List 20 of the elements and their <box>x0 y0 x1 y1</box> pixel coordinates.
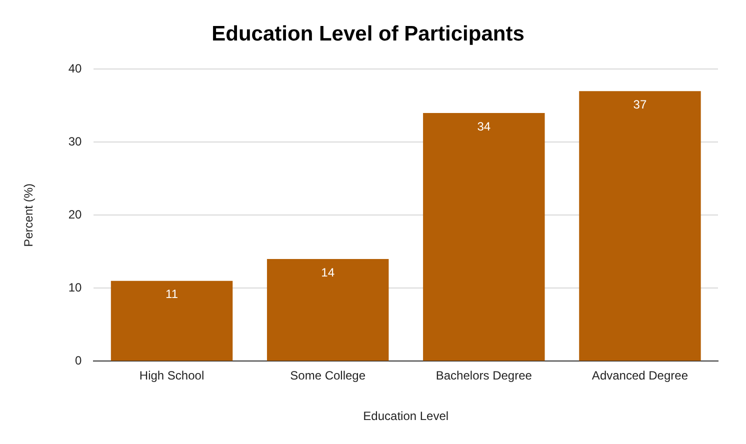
data-label: 14 <box>321 265 335 280</box>
bar <box>266 259 389 361</box>
y-tick-label: 20 <box>68 208 82 222</box>
chart-title: Education Level of Participants <box>212 22 524 46</box>
bar <box>423 113 545 361</box>
x-tick-label: Advanced Degree <box>592 368 688 383</box>
x-tick-label: High School <box>139 368 204 383</box>
data-label: 37 <box>633 97 647 112</box>
data-label: 34 <box>477 119 491 134</box>
y-tick-label: 30 <box>68 134 82 149</box>
y-axis-title: Percent (%) <box>22 184 36 247</box>
x-tick-label: Some College <box>290 368 366 383</box>
y-tick-label: 40 <box>68 62 82 76</box>
data-label: 11 <box>166 287 178 302</box>
bar <box>110 280 233 361</box>
y-tick-label: 10 <box>68 280 82 295</box>
y-tick-label: 0 <box>75 354 82 368</box>
bar <box>579 91 701 361</box>
x-tick-label: Bachelors Degree <box>436 368 532 383</box>
x-axis-title: Education Level <box>363 409 449 424</box>
